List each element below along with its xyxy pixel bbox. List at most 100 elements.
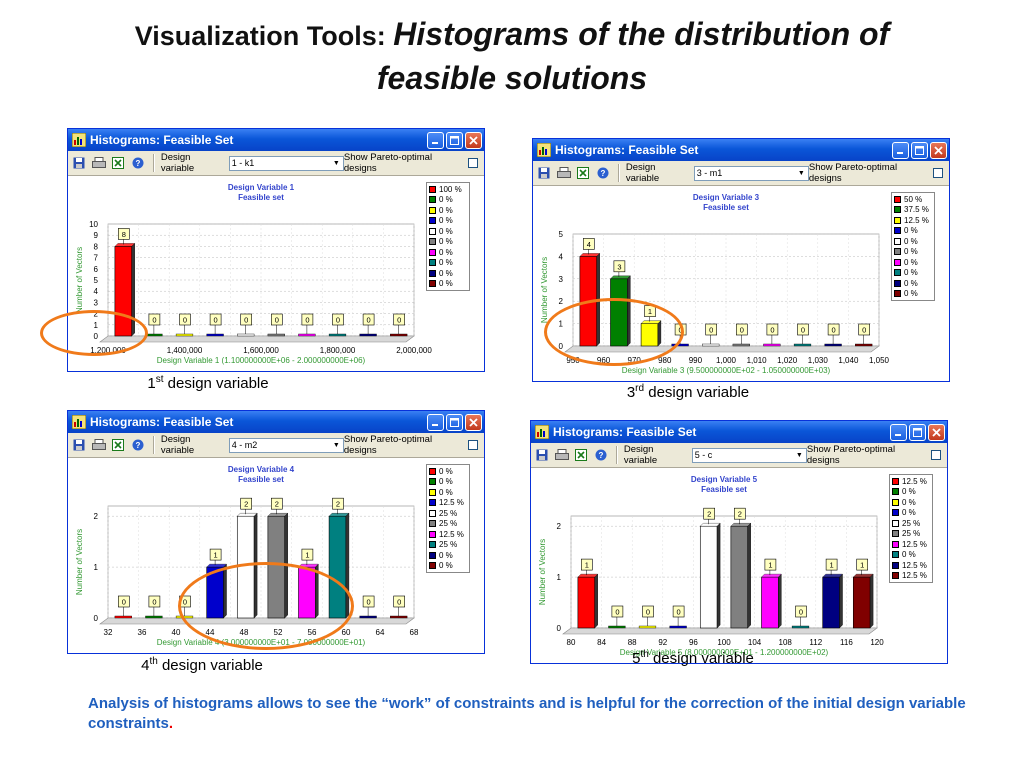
legend-item: 37.5 % <box>894 205 932 216</box>
legend-swatch <box>429 488 436 496</box>
minimize-button[interactable] <box>890 423 907 441</box>
design-variable-label: Design variable <box>160 434 195 456</box>
help-icon[interactable]: ? <box>594 448 608 462</box>
histogram-bar <box>763 343 781 347</box>
window-caption: 3rd design variable <box>538 383 838 401</box>
histogram-bar <box>822 573 843 629</box>
save-icon[interactable] <box>72 156 86 170</box>
design-variable-select[interactable]: 4 - m2 ▼ <box>228 437 344 453</box>
histogram-bar <box>359 615 377 619</box>
pareto-checkbox[interactable] <box>931 450 941 460</box>
legend-item: 0 % <box>429 226 467 237</box>
legend-swatch <box>892 551 899 559</box>
help-icon[interactable]: ? <box>596 166 610 180</box>
pareto-toggle[interactable]: Show Pareto-optimal designs <box>344 434 478 456</box>
pareto-toggle[interactable]: Show Pareto-optimal designs <box>344 152 478 174</box>
help-icon[interactable]: ? <box>131 438 145 452</box>
legend-swatch <box>892 540 899 548</box>
export-excel-icon[interactable] <box>575 448 589 462</box>
export-excel-icon[interactable] <box>112 438 126 452</box>
y-axis-label: Number of Vectors <box>75 529 84 595</box>
legend-item: 0 % <box>892 487 930 498</box>
close-button[interactable] <box>465 413 482 431</box>
maximize-button[interactable] <box>909 423 926 441</box>
x-tick-label: 40 <box>172 628 181 637</box>
window-titlebar[interactable]: Histograms: Feasible Set <box>533 139 949 161</box>
bar-value-label: 0 <box>795 605 807 626</box>
window-titlebar[interactable]: Histograms: Feasible Set <box>68 129 484 151</box>
legend-label: 50 % <box>904 194 923 204</box>
chevron-down-icon[interactable]: ▼ <box>797 169 805 177</box>
minimize-button[interactable] <box>427 131 444 149</box>
window-titlebar[interactable]: Histograms: Feasible Set <box>531 421 947 443</box>
legend-swatch <box>429 551 436 559</box>
window-caption: 1st design variable <box>58 374 358 392</box>
print-icon[interactable] <box>91 156 106 170</box>
save-icon[interactable] <box>72 438 86 452</box>
maximize-button[interactable] <box>446 131 463 149</box>
pareto-toggle[interactable]: Show Pareto-optimal designs <box>807 444 941 466</box>
close-button[interactable] <box>465 131 482 149</box>
toolbar-separator <box>615 446 618 464</box>
legend-label: 25 % <box>439 508 458 518</box>
y-tick-label: 8 <box>94 242 99 251</box>
save-icon[interactable] <box>535 448 549 462</box>
pareto-checkbox[interactable] <box>468 158 478 168</box>
legend-swatch <box>429 509 436 517</box>
maximize-button[interactable] <box>911 141 928 159</box>
svg-text:1: 1 <box>860 561 864 570</box>
legend-item: 100 % <box>429 184 467 195</box>
design-variable-select[interactable]: 5 - c ▼ <box>691 447 807 463</box>
legend-label: 0 % <box>439 258 453 268</box>
legend-label: 0 % <box>904 257 918 267</box>
close-button[interactable] <box>930 141 947 159</box>
pareto-checkbox[interactable] <box>933 168 943 178</box>
x-tick-label: 120 <box>870 638 884 647</box>
design-variable-select[interactable]: 3 - m1 ▼ <box>693 165 809 181</box>
y-tick-label: 3 <box>94 298 99 307</box>
chevron-down-icon[interactable]: ▼ <box>332 441 340 449</box>
chevron-down-icon[interactable]: ▼ <box>795 451 803 459</box>
minimize-button[interactable] <box>892 141 909 159</box>
design-variable-select[interactable]: 1 - k1 ▼ <box>228 155 344 171</box>
x-tick-label: 2,000,000 <box>396 346 432 355</box>
legend-swatch <box>429 185 436 193</box>
print-icon[interactable] <box>554 448 569 462</box>
window-titlebar[interactable]: Histograms: Feasible Set <box>68 411 484 433</box>
svg-text:0: 0 <box>709 326 713 335</box>
pareto-toggle[interactable]: Show Pareto-optimal designs <box>809 162 943 184</box>
x-tick-label: 84 <box>597 638 606 647</box>
print-icon[interactable] <box>556 166 571 180</box>
legend-label: 0 % <box>439 550 453 560</box>
x-tick-label: 68 <box>410 628 419 637</box>
footer-note: Analysis of histograms allows to see the… <box>88 694 968 734</box>
print-icon[interactable] <box>91 438 106 452</box>
y-tick-label: 4 <box>559 252 564 261</box>
export-excel-icon[interactable] <box>112 156 126 170</box>
legend-swatch <box>894 195 901 203</box>
svg-text:0: 0 <box>397 598 401 607</box>
legend-label: 0 % <box>904 268 918 278</box>
chevron-down-icon[interactable]: ▼ <box>332 159 340 167</box>
y-tick-label: 3 <box>559 275 564 284</box>
export-excel-icon[interactable] <box>577 166 591 180</box>
x-tick-label: 1,800,000 <box>320 346 356 355</box>
chart-title: Design Variable 4 <box>228 465 295 474</box>
svg-text:0: 0 <box>677 608 681 617</box>
pareto-checkbox[interactable] <box>468 440 478 450</box>
minimize-button[interactable] <box>427 413 444 431</box>
save-icon[interactable] <box>537 166 551 180</box>
legend-item: 12.5 % <box>429 529 467 540</box>
x-axis-label: Design Variable 1 (1.100000000E+06 - 2.0… <box>157 356 366 365</box>
histogram-bar <box>298 333 316 337</box>
close-button[interactable] <box>928 423 945 441</box>
svg-text:3: 3 <box>617 262 621 271</box>
maximize-icon <box>915 145 924 155</box>
window-title: Histograms: Feasible Set <box>90 133 234 147</box>
maximize-button[interactable] <box>446 413 463 431</box>
legend-label: 100 % <box>439 184 462 194</box>
svg-text:0: 0 <box>214 316 218 325</box>
svg-text:0: 0 <box>646 608 650 617</box>
help-icon[interactable]: ? <box>131 156 145 170</box>
